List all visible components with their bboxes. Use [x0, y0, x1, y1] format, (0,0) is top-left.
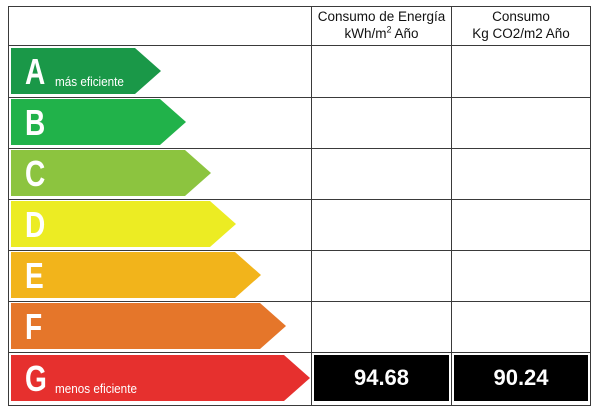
rating-bar-a-arrow: [11, 48, 161, 94]
rating-bar-d: D: [11, 201, 236, 247]
rating-letter-c: C: [25, 153, 46, 194]
energy-unit-exponent: 2: [386, 24, 392, 35]
table-border-bottom: [8, 405, 591, 406]
rating-bar-e: E: [11, 252, 261, 298]
co2-header-line2: Kg CO2/m2 Año: [472, 26, 570, 41]
rating-bar-b-shape: [11, 99, 186, 145]
energy-header-line2: kWh/m2 Año: [344, 25, 418, 42]
rating-bar-a-shape: [11, 48, 161, 94]
energy-unit: kWh/m: [344, 26, 387, 41]
rating-letter-g: G: [25, 358, 47, 399]
rating-caption-a: más eficiente: [55, 74, 124, 89]
rating-letter-e: E: [25, 255, 44, 296]
row-divider: [8, 148, 591, 149]
rating-bar-g-arrow: [11, 355, 310, 401]
energy-consumption-value: 94.68: [314, 355, 449, 401]
rating-bar-d-arrow: [11, 201, 236, 247]
table-border-left: [8, 6, 9, 406]
energy-unit-year: Año: [391, 26, 419, 41]
rating-bar-f-shape: [11, 303, 286, 349]
co2-header-line1: Consumo: [492, 9, 550, 24]
row-divider: [8, 199, 591, 200]
co2-consumption-header: Consumo Kg CO2/m2 Año: [452, 6, 590, 44]
rating-bar-g: G menos eficiente: [11, 355, 310, 401]
row-divider: [8, 45, 591, 46]
rating-bar-c-arrow: [11, 150, 211, 196]
table-border-top: [8, 6, 591, 7]
row-divider: [8, 301, 591, 302]
rating-bar-a: A más eficiente: [11, 48, 161, 94]
row-divider: [8, 352, 591, 353]
rating-bar-e-shape: [11, 252, 261, 298]
column-divider-2: [451, 6, 452, 406]
rating-bar-f-arrow: [11, 303, 286, 349]
co2-emission-value: 90.24: [454, 355, 588, 401]
rating-caption-g: menos eficiente: [55, 381, 137, 396]
energy-consumption-header: Consumo de Energía kWh/m2 Año: [312, 6, 451, 44]
table-border-right: [590, 6, 591, 406]
column-divider-1: [311, 6, 312, 406]
rating-bar-c-shape: [11, 150, 211, 196]
rating-bar-b: B: [11, 99, 186, 145]
rating-bar-d-shape: [11, 201, 236, 247]
energy-header-line1: Consumo de Energía: [317, 9, 446, 24]
rating-letter-f: F: [25, 306, 43, 347]
rating-letter-d: D: [25, 204, 46, 245]
rating-letter-a: A: [25, 51, 46, 92]
rating-bar-e-arrow: [11, 252, 261, 298]
rating-bar-g-shape: [11, 355, 310, 401]
rating-bar-c: C: [11, 150, 211, 196]
rating-letter-b: B: [25, 102, 46, 143]
row-divider: [8, 97, 591, 98]
rating-bar-b-arrow: [11, 99, 186, 145]
rating-bar-f: F: [11, 303, 286, 349]
row-divider: [8, 250, 591, 251]
